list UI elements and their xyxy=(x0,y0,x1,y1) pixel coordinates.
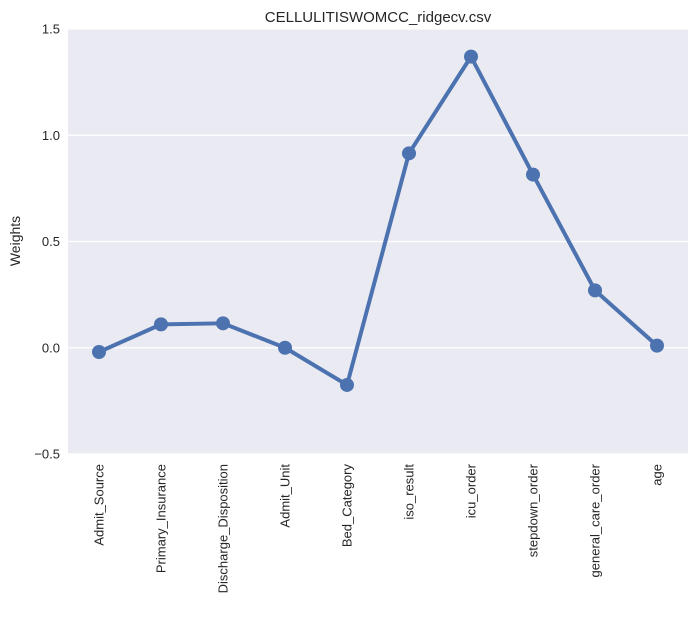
series-points xyxy=(92,49,664,392)
data-point xyxy=(650,338,664,353)
series-line-path xyxy=(97,54,659,387)
x-axis-ticks: Admit_Source Primary_Insurance Discharge_D… xyxy=(92,463,665,593)
y-tick-label: −0.5 xyxy=(34,447,60,462)
x-tick-label: Admit_Source xyxy=(92,464,107,546)
chart-title: CELLULITISWOMCC_ridgecv.csv xyxy=(265,9,492,26)
y-axis-ticks: −0.5 0.0 0.5 1.0 1.5 xyxy=(34,22,60,462)
series-line xyxy=(97,54,659,387)
data-point xyxy=(526,167,540,182)
x-tick-label: age xyxy=(650,464,665,486)
data-point xyxy=(216,316,230,331)
data-point xyxy=(402,146,416,161)
x-tick-label: iso_result xyxy=(402,464,417,520)
x-tick-label: stepdown_order xyxy=(526,463,541,557)
data-point xyxy=(154,317,168,332)
data-point xyxy=(278,340,292,355)
x-tick-label: general_care_order xyxy=(588,463,603,577)
grid-lines xyxy=(68,28,688,455)
x-tick-label: Primary_Insurance xyxy=(154,464,169,573)
data-point xyxy=(92,345,106,359)
y-tick-label: 0.5 xyxy=(42,234,60,249)
y-axis-title: Weights xyxy=(7,216,23,266)
y-tick-label: 0.0 xyxy=(42,340,60,355)
y-tick-label: 1.5 xyxy=(42,22,60,37)
y-tick-label: 1.0 xyxy=(42,128,60,143)
data-point xyxy=(340,377,354,392)
x-tick-label: Discharge_Disposition xyxy=(216,464,231,593)
x-tick-label: Admit_Unit xyxy=(278,464,293,528)
data-point xyxy=(464,49,478,64)
x-tick-label: Bed_Category xyxy=(340,464,355,548)
x-tick-label: icu_order xyxy=(464,463,479,518)
data-point xyxy=(588,283,602,298)
